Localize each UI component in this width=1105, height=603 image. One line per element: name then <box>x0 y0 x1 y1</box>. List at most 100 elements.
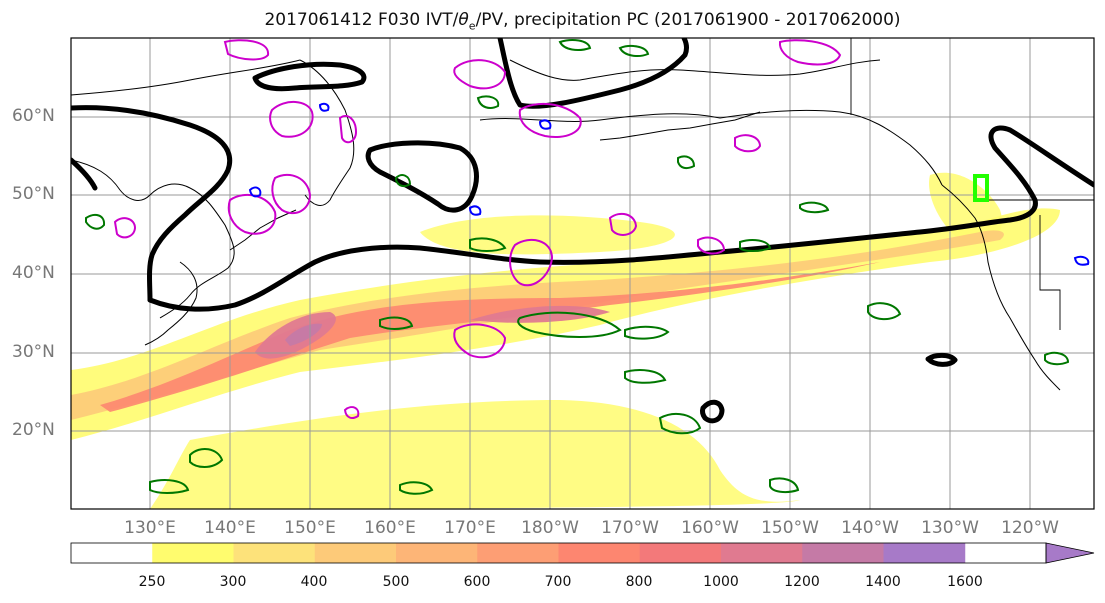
precip-10 <box>149 479 190 494</box>
lon-label-130w: 130°W <box>921 518 979 538</box>
lon-label-180w: 180°W <box>521 518 579 538</box>
ivt-250-south-patch <box>150 400 800 509</box>
black-contour-north-ridge <box>497 38 690 109</box>
lat-label-60n: 60°N <box>12 106 55 126</box>
colorbar-tick-600: 600 <box>463 574 491 590</box>
ivt-400-band <box>71 230 1004 420</box>
black-contour-main <box>147 125 1094 312</box>
precip-18 <box>1044 351 1070 366</box>
black-contour-north-low <box>252 61 367 92</box>
lon-label-130e: 130°E <box>124 518 176 538</box>
lon-label-150w: 150°W <box>761 518 819 538</box>
colorbar-frame <box>70 542 1047 564</box>
pv-9 <box>509 238 554 287</box>
siberia-coastline <box>71 59 301 96</box>
pv-10 <box>608 212 638 236</box>
lon-label-150e: 150°E <box>284 518 336 538</box>
precip-1 <box>379 316 414 330</box>
ivt-700-band <box>100 262 880 412</box>
alaska-coastline <box>479 109 943 186</box>
precip-19 <box>677 155 696 170</box>
colorbar-cell <box>152 543 234 563</box>
pv-2 <box>269 101 314 138</box>
pv-1 <box>223 39 269 61</box>
colorbar-tick-1000: 1000 <box>703 574 739 590</box>
colorbar-extend-arrow <box>1045 542 1095 564</box>
lon-label-170w: 170°W <box>601 518 659 538</box>
pv-4 <box>518 102 582 138</box>
lat-label-20n: 20°N <box>12 420 55 440</box>
colorbar-tick-250: 250 <box>138 574 166 590</box>
lon-label-160e: 160°E <box>364 518 416 538</box>
pv-3 <box>453 59 507 90</box>
colorbar-tick-300: 300 <box>219 574 247 590</box>
pv-6 <box>271 173 312 215</box>
colorbar-cell <box>233 543 316 563</box>
colorbar-tick-1400: 1400 <box>865 574 901 590</box>
black-contour-east-low <box>71 157 98 191</box>
colorbar-cell <box>396 543 478 563</box>
precip-2 <box>517 311 622 338</box>
pv-12 <box>453 323 507 359</box>
colorbar-tick-500: 500 <box>382 574 410 590</box>
aleutian-chain <box>599 111 761 141</box>
colorbar-tick-400: 400 <box>300 574 328 590</box>
magenta-contours <box>113 39 842 419</box>
black-contours <box>71 38 1094 424</box>
colorbar-tick-1600: 1600 <box>947 574 983 590</box>
blue-contours <box>248 102 1090 266</box>
north-america-coastline <box>941 184 1061 391</box>
japan-coastline <box>144 261 198 346</box>
precip-5 <box>739 239 772 252</box>
us-state-borders <box>1039 215 1061 330</box>
precip-15 <box>618 45 650 57</box>
precip-20 <box>395 174 412 188</box>
map-frame <box>70 37 1095 510</box>
precip-16 <box>85 213 106 230</box>
precip-13 <box>476 95 500 109</box>
pv-13 <box>778 39 842 66</box>
colorbar-cell <box>558 543 641 563</box>
precip-11 <box>399 481 434 495</box>
blue-contour-5 <box>318 102 330 112</box>
precip-12 <box>799 201 830 214</box>
lon-label-160w: 160°W <box>681 518 739 538</box>
title-theta: θ <box>458 10 469 30</box>
blue-contour-1 <box>248 186 262 198</box>
colorbar-cell <box>314 543 397 563</box>
precip-9 <box>189 448 224 468</box>
lon-label-120w: 120°W <box>1001 518 1059 538</box>
precip-3 <box>624 325 670 340</box>
lon-label-140w: 140°W <box>841 518 899 538</box>
pv-11 <box>697 236 726 255</box>
blue-contour-4 <box>1073 255 1090 266</box>
colorbar-cell <box>883 543 966 563</box>
lat-label-30n: 30°N <box>12 342 55 362</box>
black-contour-bering-low <box>365 140 479 213</box>
blue-contour-3 <box>538 119 552 130</box>
precip-4 <box>469 237 507 252</box>
black-contour-small-east <box>925 352 958 367</box>
pv-15 <box>343 406 360 419</box>
colorbar-tick-800: 800 <box>625 574 653 590</box>
kamchatka-coastline <box>299 59 355 206</box>
lon-label-140e: 140°E <box>204 518 256 538</box>
blue-contour-2 <box>468 205 482 216</box>
pv-7 <box>113 217 137 239</box>
lat-label-40n: 40°N <box>12 263 55 283</box>
precip-8 <box>658 412 702 435</box>
green-contours <box>85 39 1070 495</box>
pv-14 <box>734 134 762 153</box>
kuril-islands <box>229 209 297 251</box>
title-rest: /PV, precipitation PC (2017061900 - 2017… <box>475 10 901 30</box>
precip-6 <box>867 302 902 320</box>
arctic-coastline <box>509 59 881 81</box>
map-title: 2017061412 F030 IVT/θe/PV, precipitation… <box>0 10 1105 32</box>
colorbar-tick-1200: 1200 <box>784 574 820 590</box>
colorbar-tick-700: 700 <box>544 574 572 590</box>
borders <box>850 38 1094 330</box>
black-contour-western-loop <box>71 105 233 303</box>
map-area <box>71 38 1094 509</box>
precip-17 <box>769 477 800 494</box>
